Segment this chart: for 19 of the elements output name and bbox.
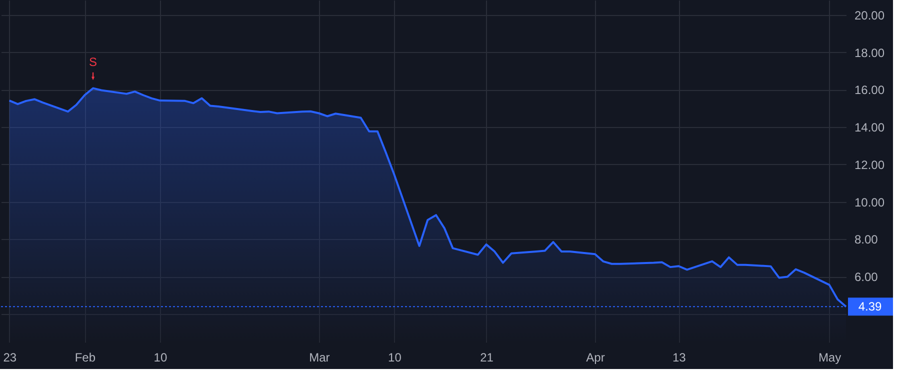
x-tick-label: 10 (388, 350, 402, 364)
annotation: S (89, 55, 98, 70)
y-tick-label: 12.00 (854, 158, 885, 172)
x-tick-label: 13 (672, 350, 686, 364)
x-tick-label: Mar (309, 350, 330, 364)
x-tick-label: 23 (3, 350, 17, 364)
x-tick-label: May (818, 350, 842, 364)
y-tick-label: 18.00 (854, 46, 885, 60)
x-tick-label: Feb (74, 350, 96, 364)
y-tick-label: 8.00 (854, 232, 878, 247)
y-tick-label: 14.00 (854, 120, 885, 135)
ref-line-label: 4.39 (858, 300, 882, 314)
x-tick-label: 21 (480, 350, 494, 364)
y-tick-label: 16.00 (854, 83, 885, 98)
y-tick-label: 6.00 (854, 270, 878, 284)
x-tick-label: 10 (154, 350, 168, 364)
x-tick-label: Apr (586, 350, 605, 364)
y-tick-label: 20.00 (854, 8, 885, 22)
y-tick-label: 10.00 (854, 195, 885, 210)
